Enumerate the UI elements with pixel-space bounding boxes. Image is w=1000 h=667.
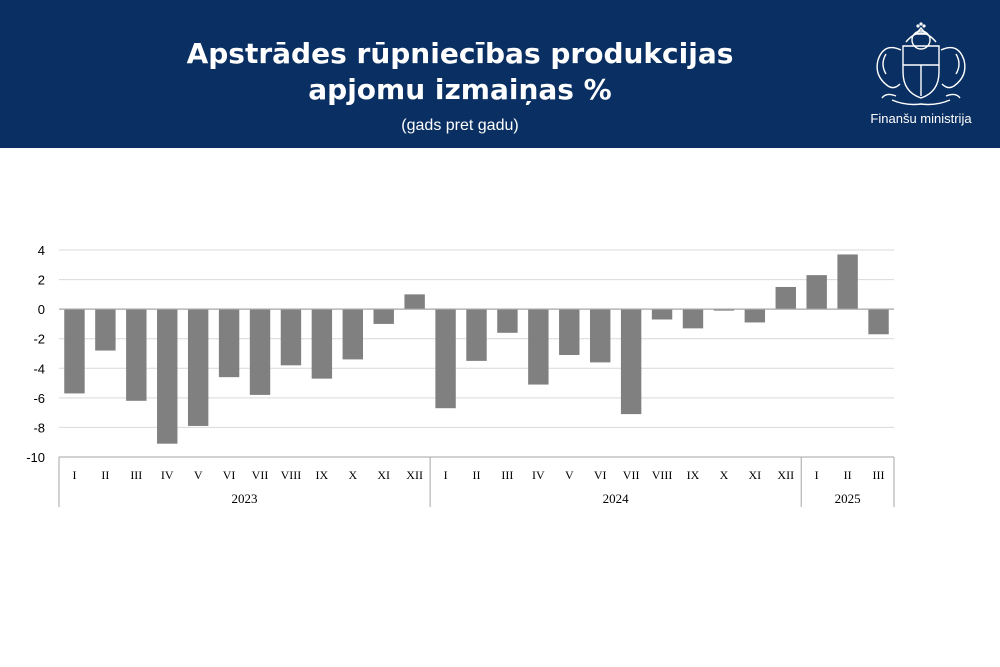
x-tick-label: IV (532, 468, 545, 482)
x-tick-label: IX (687, 468, 700, 482)
bar (775, 286, 796, 310)
x-tick-label: I (72, 468, 76, 482)
x-tick-label: III (130, 468, 142, 482)
x-tick-label: V (194, 468, 203, 482)
bar (559, 309, 580, 355)
bar (404, 294, 425, 310)
bar (126, 309, 147, 401)
bar (528, 309, 549, 385)
x-tick-label: VIII (652, 468, 673, 482)
x-group-label: 2025 (835, 491, 861, 506)
bar (589, 309, 611, 363)
bar (651, 309, 673, 320)
x-tick-label: XI (377, 468, 390, 482)
x-group-label: 2023 (232, 491, 258, 506)
bar (218, 309, 240, 378)
x-tick-label: IX (316, 468, 329, 482)
header-banner: Apstrādes rūpniecības produkcijas apjomu… (0, 0, 1000, 148)
x-tick-label: II (101, 468, 109, 482)
y-tick-label: -6 (33, 391, 45, 406)
x-tick-label: XI (748, 468, 761, 482)
page-subtitle: (gads pret gadu) (401, 117, 519, 134)
bar (682, 309, 704, 329)
bar (95, 309, 116, 351)
ministry-name: Finanšu ministrija (870, 111, 972, 126)
x-tick-label: X (348, 468, 357, 482)
x-tick-label: VI (594, 468, 607, 482)
x-tick-label: VII (623, 468, 640, 482)
bar (373, 309, 394, 324)
title-line-1: Apstrādes rūpniecības produkcijas (186, 37, 734, 70)
latvia-coat-of-arms-icon (876, 22, 966, 106)
page-title: Apstrādes rūpniecības produkcijas apjomu… (60, 36, 860, 108)
bar (713, 309, 735, 311)
bar (249, 309, 271, 395)
x-tick-label: VI (223, 468, 236, 482)
ministry-logo: Finanšu ministrija (856, 20, 986, 130)
bar (342, 309, 364, 360)
bar (187, 309, 209, 426)
x-tick-label: X (720, 468, 729, 482)
x-tick-label: II (473, 468, 481, 482)
x-tick-label: VIII (281, 468, 302, 482)
x-tick-label: II (844, 468, 852, 482)
bar (280, 309, 302, 366)
bar (868, 309, 889, 335)
bar (837, 254, 858, 310)
x-tick-label: IV (161, 468, 174, 482)
y-tick-label: -2 (33, 332, 45, 347)
bar (620, 309, 642, 415)
x-tick-label: XII (777, 468, 794, 482)
bar (64, 309, 85, 394)
x-tick-label: III (873, 468, 885, 482)
bar (806, 275, 827, 310)
bar (466, 309, 487, 361)
x-tick-label: I (815, 468, 819, 482)
y-tick-label: -4 (33, 361, 45, 376)
y-tick-label: -10 (26, 450, 45, 465)
bar (497, 309, 518, 333)
x-tick-label: VII (252, 468, 269, 482)
y-tick-label: 0 (38, 302, 45, 317)
bar (435, 309, 456, 409)
x-tick-label: III (501, 468, 513, 482)
y-tick-label: -8 (33, 420, 45, 435)
bar (744, 309, 766, 323)
x-tick-label: XII (406, 468, 423, 482)
x-tick-label: V (565, 468, 574, 482)
x-group-label: 2024 (603, 491, 630, 506)
title-line-2: apjomu izmaiņas % (308, 73, 612, 106)
bar (311, 309, 333, 379)
x-tick-label: I (444, 468, 448, 482)
bar (157, 309, 178, 444)
y-tick-label: 2 (38, 273, 45, 288)
y-tick-label: 4 (38, 243, 45, 258)
